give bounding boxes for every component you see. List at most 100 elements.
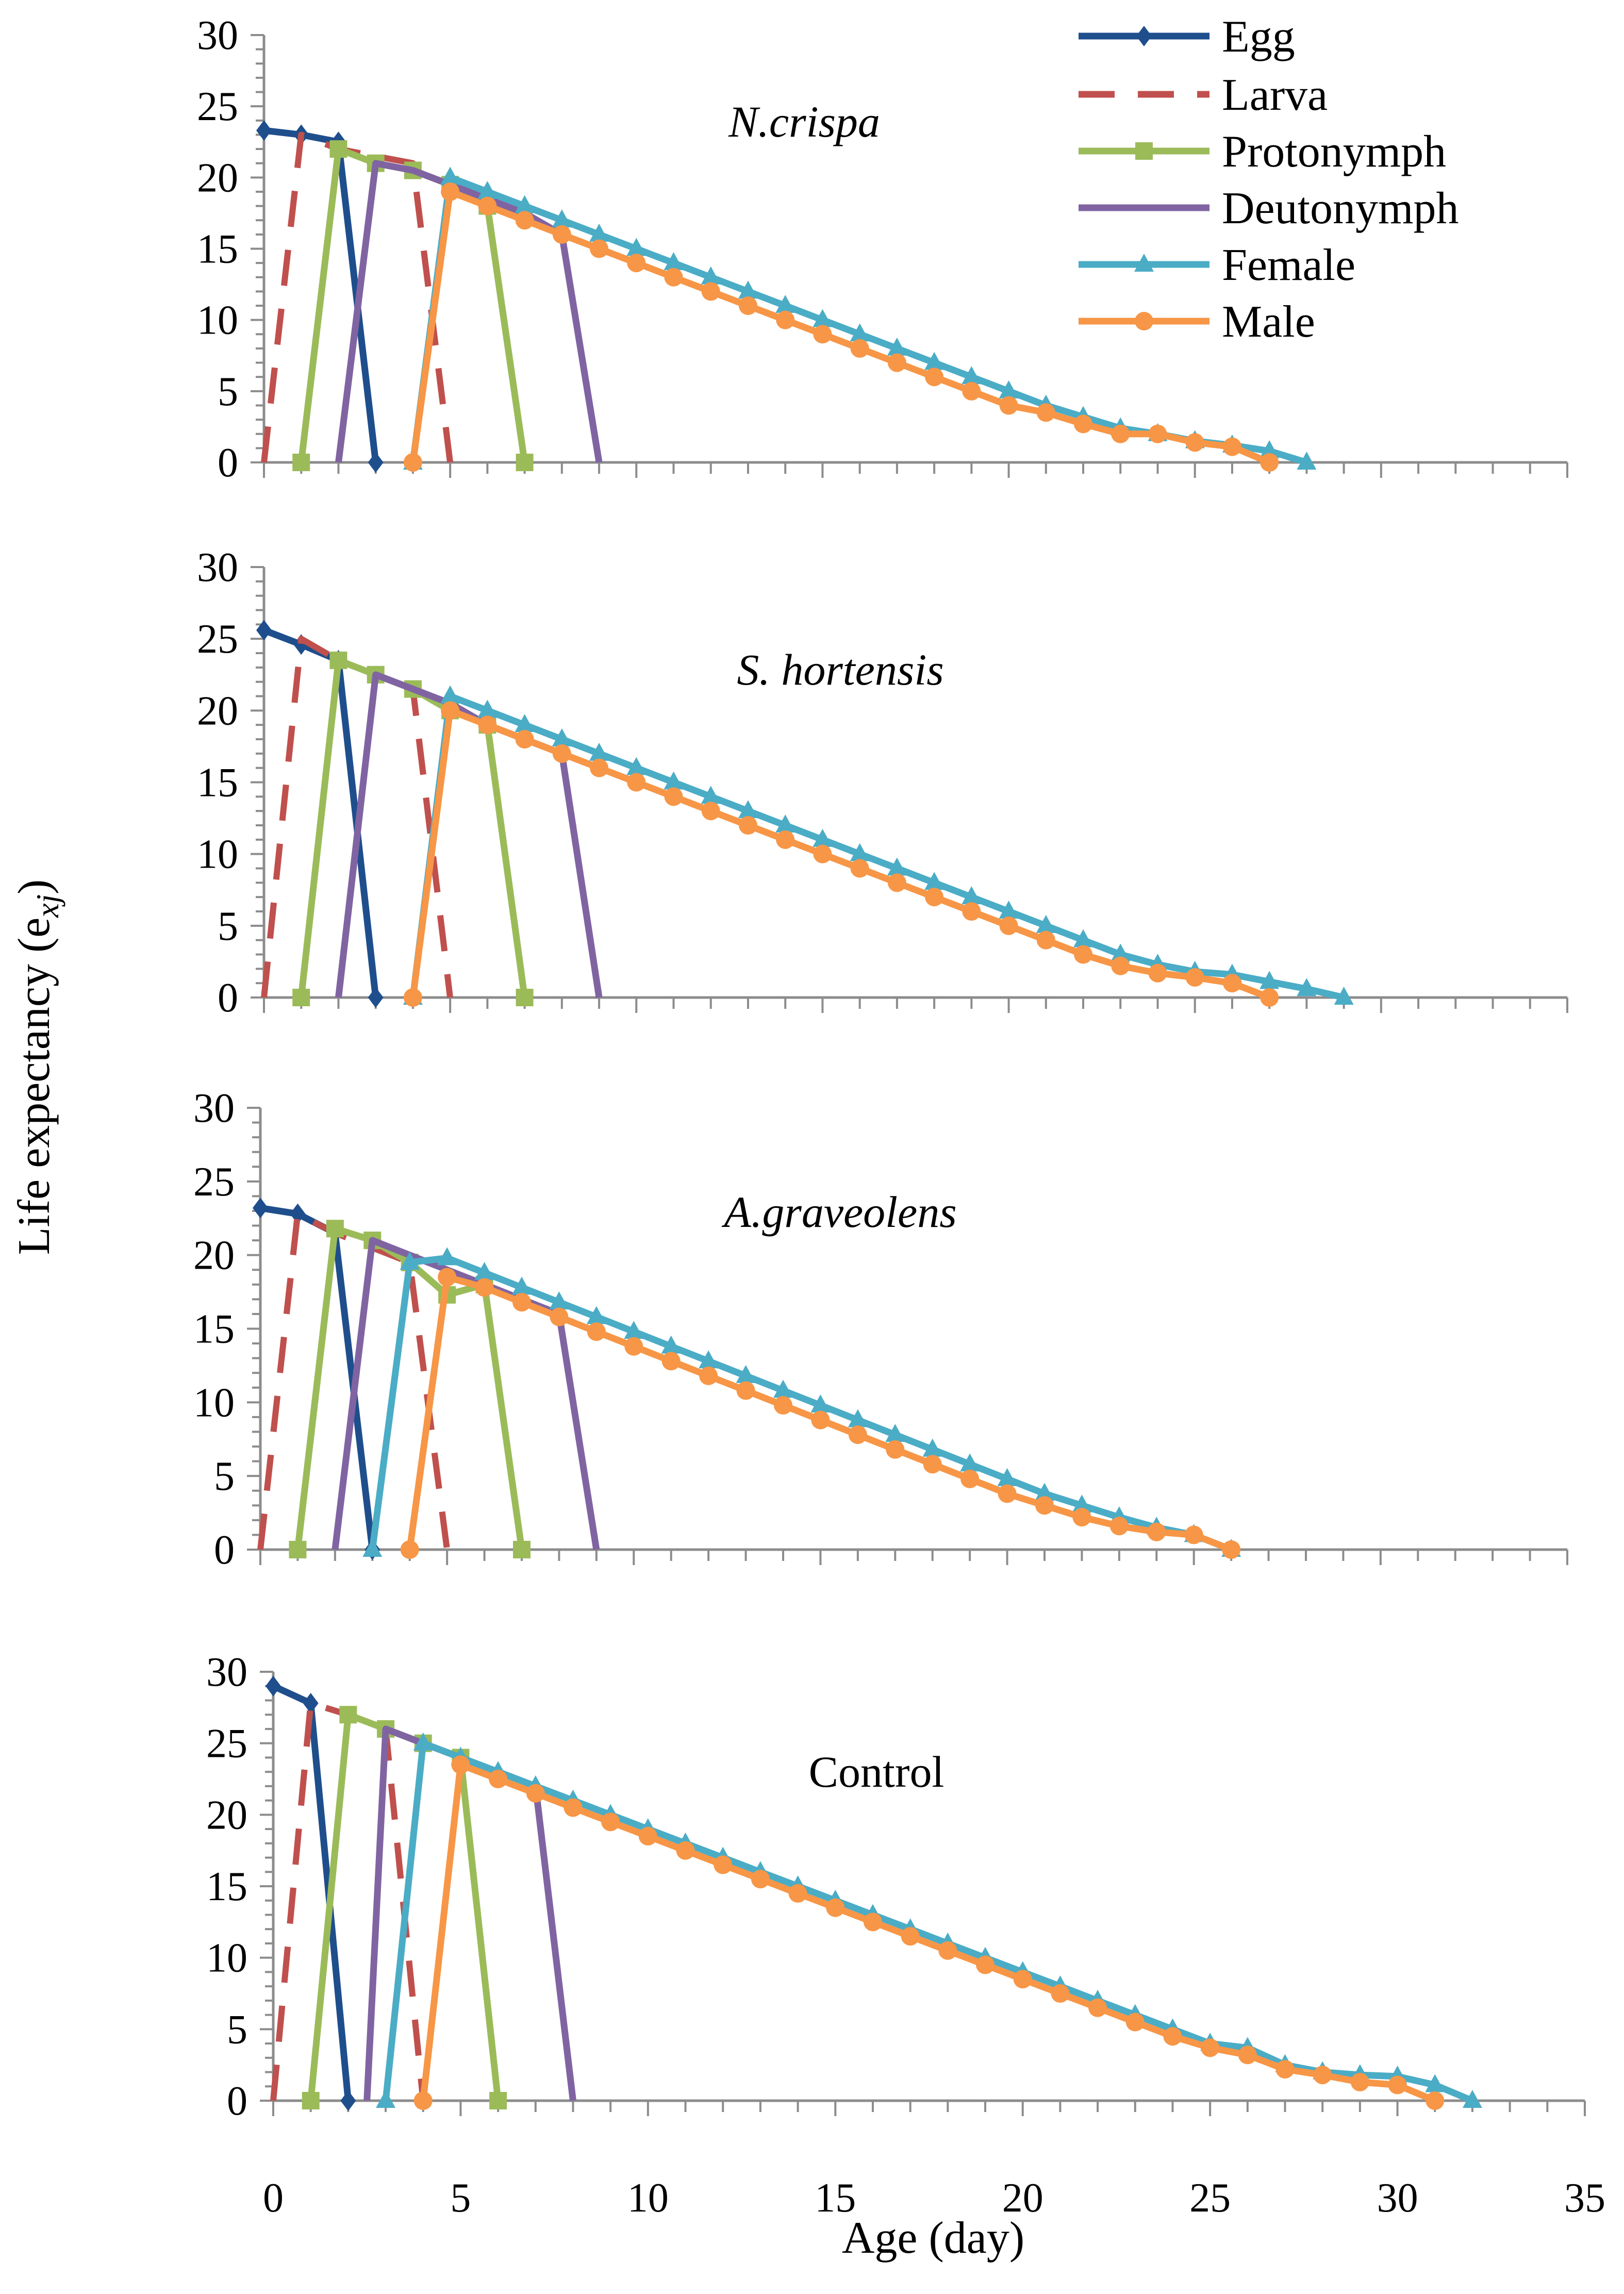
y-tick-label: 20 (206, 1792, 247, 1838)
data-point (441, 701, 460, 720)
data-point (699, 1366, 718, 1385)
data-point (738, 280, 758, 299)
data-point (813, 828, 833, 847)
data-point (887, 353, 906, 372)
series-larva (257, 1210, 451, 1550)
series-larva (270, 1700, 426, 2101)
data-point (1260, 440, 1280, 458)
data-point (1201, 2038, 1220, 2057)
data-point (438, 1268, 457, 1287)
data-point (550, 1307, 569, 1326)
series-line (420, 1761, 1436, 2104)
data-point (256, 120, 272, 141)
data-point (512, 1276, 532, 1295)
data-point (962, 381, 981, 401)
data-point (1425, 2074, 1445, 2092)
data-point (1388, 2075, 1407, 2094)
x-tick-label: 20 (1002, 2175, 1043, 2221)
data-point (887, 857, 907, 876)
data-point (512, 1293, 531, 1312)
data-point (1147, 1522, 1166, 1541)
series-line (335, 160, 603, 463)
data-point (256, 620, 272, 641)
data-point (552, 744, 571, 763)
series-male (400, 1268, 1241, 1559)
data-point (701, 802, 720, 821)
x-tick-label: 30 (1377, 2175, 1418, 2221)
data-point (1035, 1483, 1054, 1501)
y-tick-label: 10 (206, 1936, 247, 1981)
y-tick-label: 15 (197, 227, 238, 272)
y-axis-label-sub: xj (30, 894, 65, 918)
data-point (850, 323, 870, 342)
data-point (624, 1337, 643, 1356)
data-point (1036, 403, 1055, 422)
data-point (998, 1484, 1017, 1503)
data-point (848, 1425, 867, 1444)
series-deutonymph (335, 671, 603, 998)
data-point (960, 1469, 980, 1488)
data-point (564, 1798, 583, 1817)
data-point (1350, 2072, 1369, 2091)
data-point (751, 1870, 770, 1889)
data-point (413, 1732, 433, 1751)
data-point (339, 1706, 357, 1724)
data-point (1051, 1984, 1070, 2003)
data-point (489, 2092, 507, 2109)
data-point (477, 180, 498, 199)
data-point (1088, 1998, 1107, 2017)
y-tick-label: 10 (193, 1380, 235, 1425)
data-point (1013, 1970, 1032, 1989)
data-point (362, 1539, 383, 1557)
data-point (403, 453, 422, 472)
series-female (403, 685, 1354, 1005)
data-point (552, 728, 572, 746)
data-point (1462, 2090, 1482, 2108)
data-point (400, 1540, 419, 1559)
legend-label: Female (1222, 240, 1355, 290)
data-point (515, 195, 535, 213)
data-point (1148, 963, 1167, 983)
data-point (627, 254, 646, 273)
data-point (886, 1440, 905, 1459)
y-tick-label: 30 (206, 1650, 247, 1695)
data-point (451, 1755, 470, 1774)
data-point (1148, 424, 1167, 443)
data-point (776, 830, 795, 849)
series-line (363, 1725, 576, 2101)
data-point (302, 2092, 320, 2109)
data-point (736, 1365, 756, 1383)
y-tick-label: 5 (214, 1454, 235, 1499)
data-point (699, 1350, 719, 1369)
panel-3: 0 5 10 15 20 25 30 0 5 10 15 20 25 30 35 Control (206, 1650, 1605, 2221)
data-point (638, 1826, 657, 1846)
data-point (997, 1468, 1017, 1486)
data-point (1334, 987, 1354, 1005)
data-point (813, 844, 832, 863)
data-point (1072, 1508, 1091, 1527)
data-point (1222, 437, 1241, 456)
data-point (863, 1913, 882, 1932)
data-point (848, 1409, 868, 1427)
y-tick-label: 30 (193, 1086, 235, 1131)
data-point (1297, 978, 1317, 996)
x-tick-label: 25 (1189, 2175, 1231, 2221)
data-point (1111, 424, 1130, 443)
data-point (477, 700, 498, 718)
y-tick-label: 5 (218, 904, 238, 949)
x-tick-label: 5 (450, 2175, 471, 2221)
data-point (1297, 452, 1317, 470)
data-point (1111, 943, 1131, 962)
data-point (1426, 2091, 1445, 2110)
legend-item-larva: Larva (1079, 70, 1328, 120)
data-point (813, 309, 833, 327)
data-point (960, 1453, 980, 1472)
data-point (1125, 2013, 1145, 2032)
panel-title: A.graveolens (721, 1187, 956, 1237)
data-point (962, 902, 981, 921)
legend-label: Male (1222, 297, 1315, 347)
data-point (290, 1203, 306, 1224)
x-tick-label: 0 (263, 2175, 284, 2221)
data-point (775, 814, 796, 833)
data-point (1072, 1494, 1092, 1513)
